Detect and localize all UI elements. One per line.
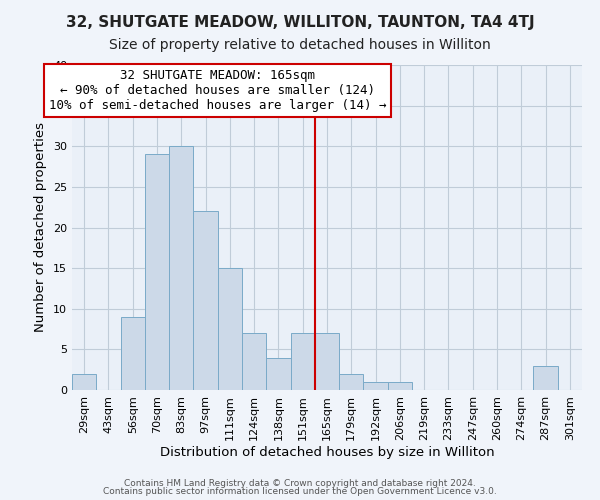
Bar	[145, 154, 169, 390]
Bar	[290, 333, 315, 390]
Bar	[533, 366, 558, 390]
Text: Size of property relative to detached houses in Williton: Size of property relative to detached ho…	[109, 38, 491, 52]
Bar	[339, 374, 364, 390]
Text: Contains public sector information licensed under the Open Government Licence v3: Contains public sector information licen…	[103, 487, 497, 496]
Bar	[266, 358, 290, 390]
X-axis label: Distribution of detached houses by size in Williton: Distribution of detached houses by size …	[160, 446, 494, 458]
Bar	[218, 268, 242, 390]
Y-axis label: Number of detached properties: Number of detached properties	[34, 122, 47, 332]
Bar	[315, 333, 339, 390]
Bar	[364, 382, 388, 390]
Bar	[121, 317, 145, 390]
Text: 32, SHUTGATE MEADOW, WILLITON, TAUNTON, TA4 4TJ: 32, SHUTGATE MEADOW, WILLITON, TAUNTON, …	[65, 15, 535, 30]
Bar	[242, 333, 266, 390]
Bar	[72, 374, 96, 390]
Bar	[388, 382, 412, 390]
Bar	[169, 146, 193, 390]
Bar	[193, 211, 218, 390]
Text: Contains HM Land Registry data © Crown copyright and database right 2024.: Contains HM Land Registry data © Crown c…	[124, 478, 476, 488]
Text: 32 SHUTGATE MEADOW: 165sqm
← 90% of detached houses are smaller (124)
10% of sem: 32 SHUTGATE MEADOW: 165sqm ← 90% of deta…	[49, 69, 386, 112]
